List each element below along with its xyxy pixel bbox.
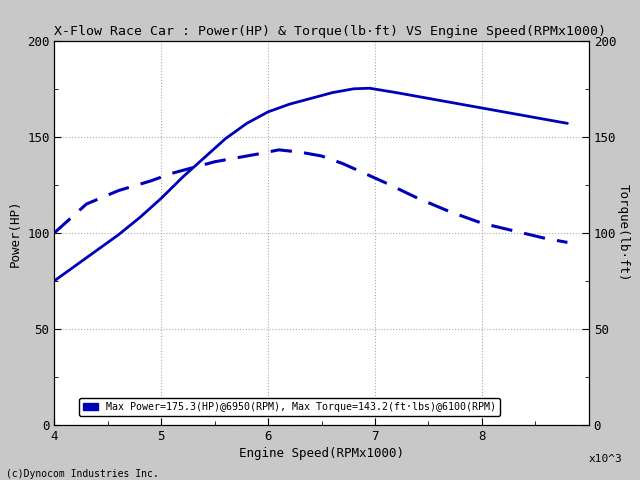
Legend: Max Power=175.3(HP)@6950(RPM), Max Torque=143.2(ft·lbs)@6100(RPM): Max Power=175.3(HP)@6950(RPM), Max Torqu… (79, 398, 500, 416)
Text: (c)Dynocom Industries Inc.: (c)Dynocom Industries Inc. (6, 469, 159, 479)
Text: X-Flow Race Car : Power(HP) & Torque(lb·ft) VS Engine Speed(RPMx1000): X-Flow Race Car : Power(HP) & Torque(lb·… (54, 25, 607, 38)
X-axis label: Engine Speed(RPMx1000): Engine Speed(RPMx1000) (239, 447, 404, 460)
Y-axis label: Power(HP): Power(HP) (8, 199, 22, 266)
Text: x10^3: x10^3 (589, 454, 623, 464)
Y-axis label: Torque(lb·ft): Torque(lb·ft) (617, 184, 630, 282)
